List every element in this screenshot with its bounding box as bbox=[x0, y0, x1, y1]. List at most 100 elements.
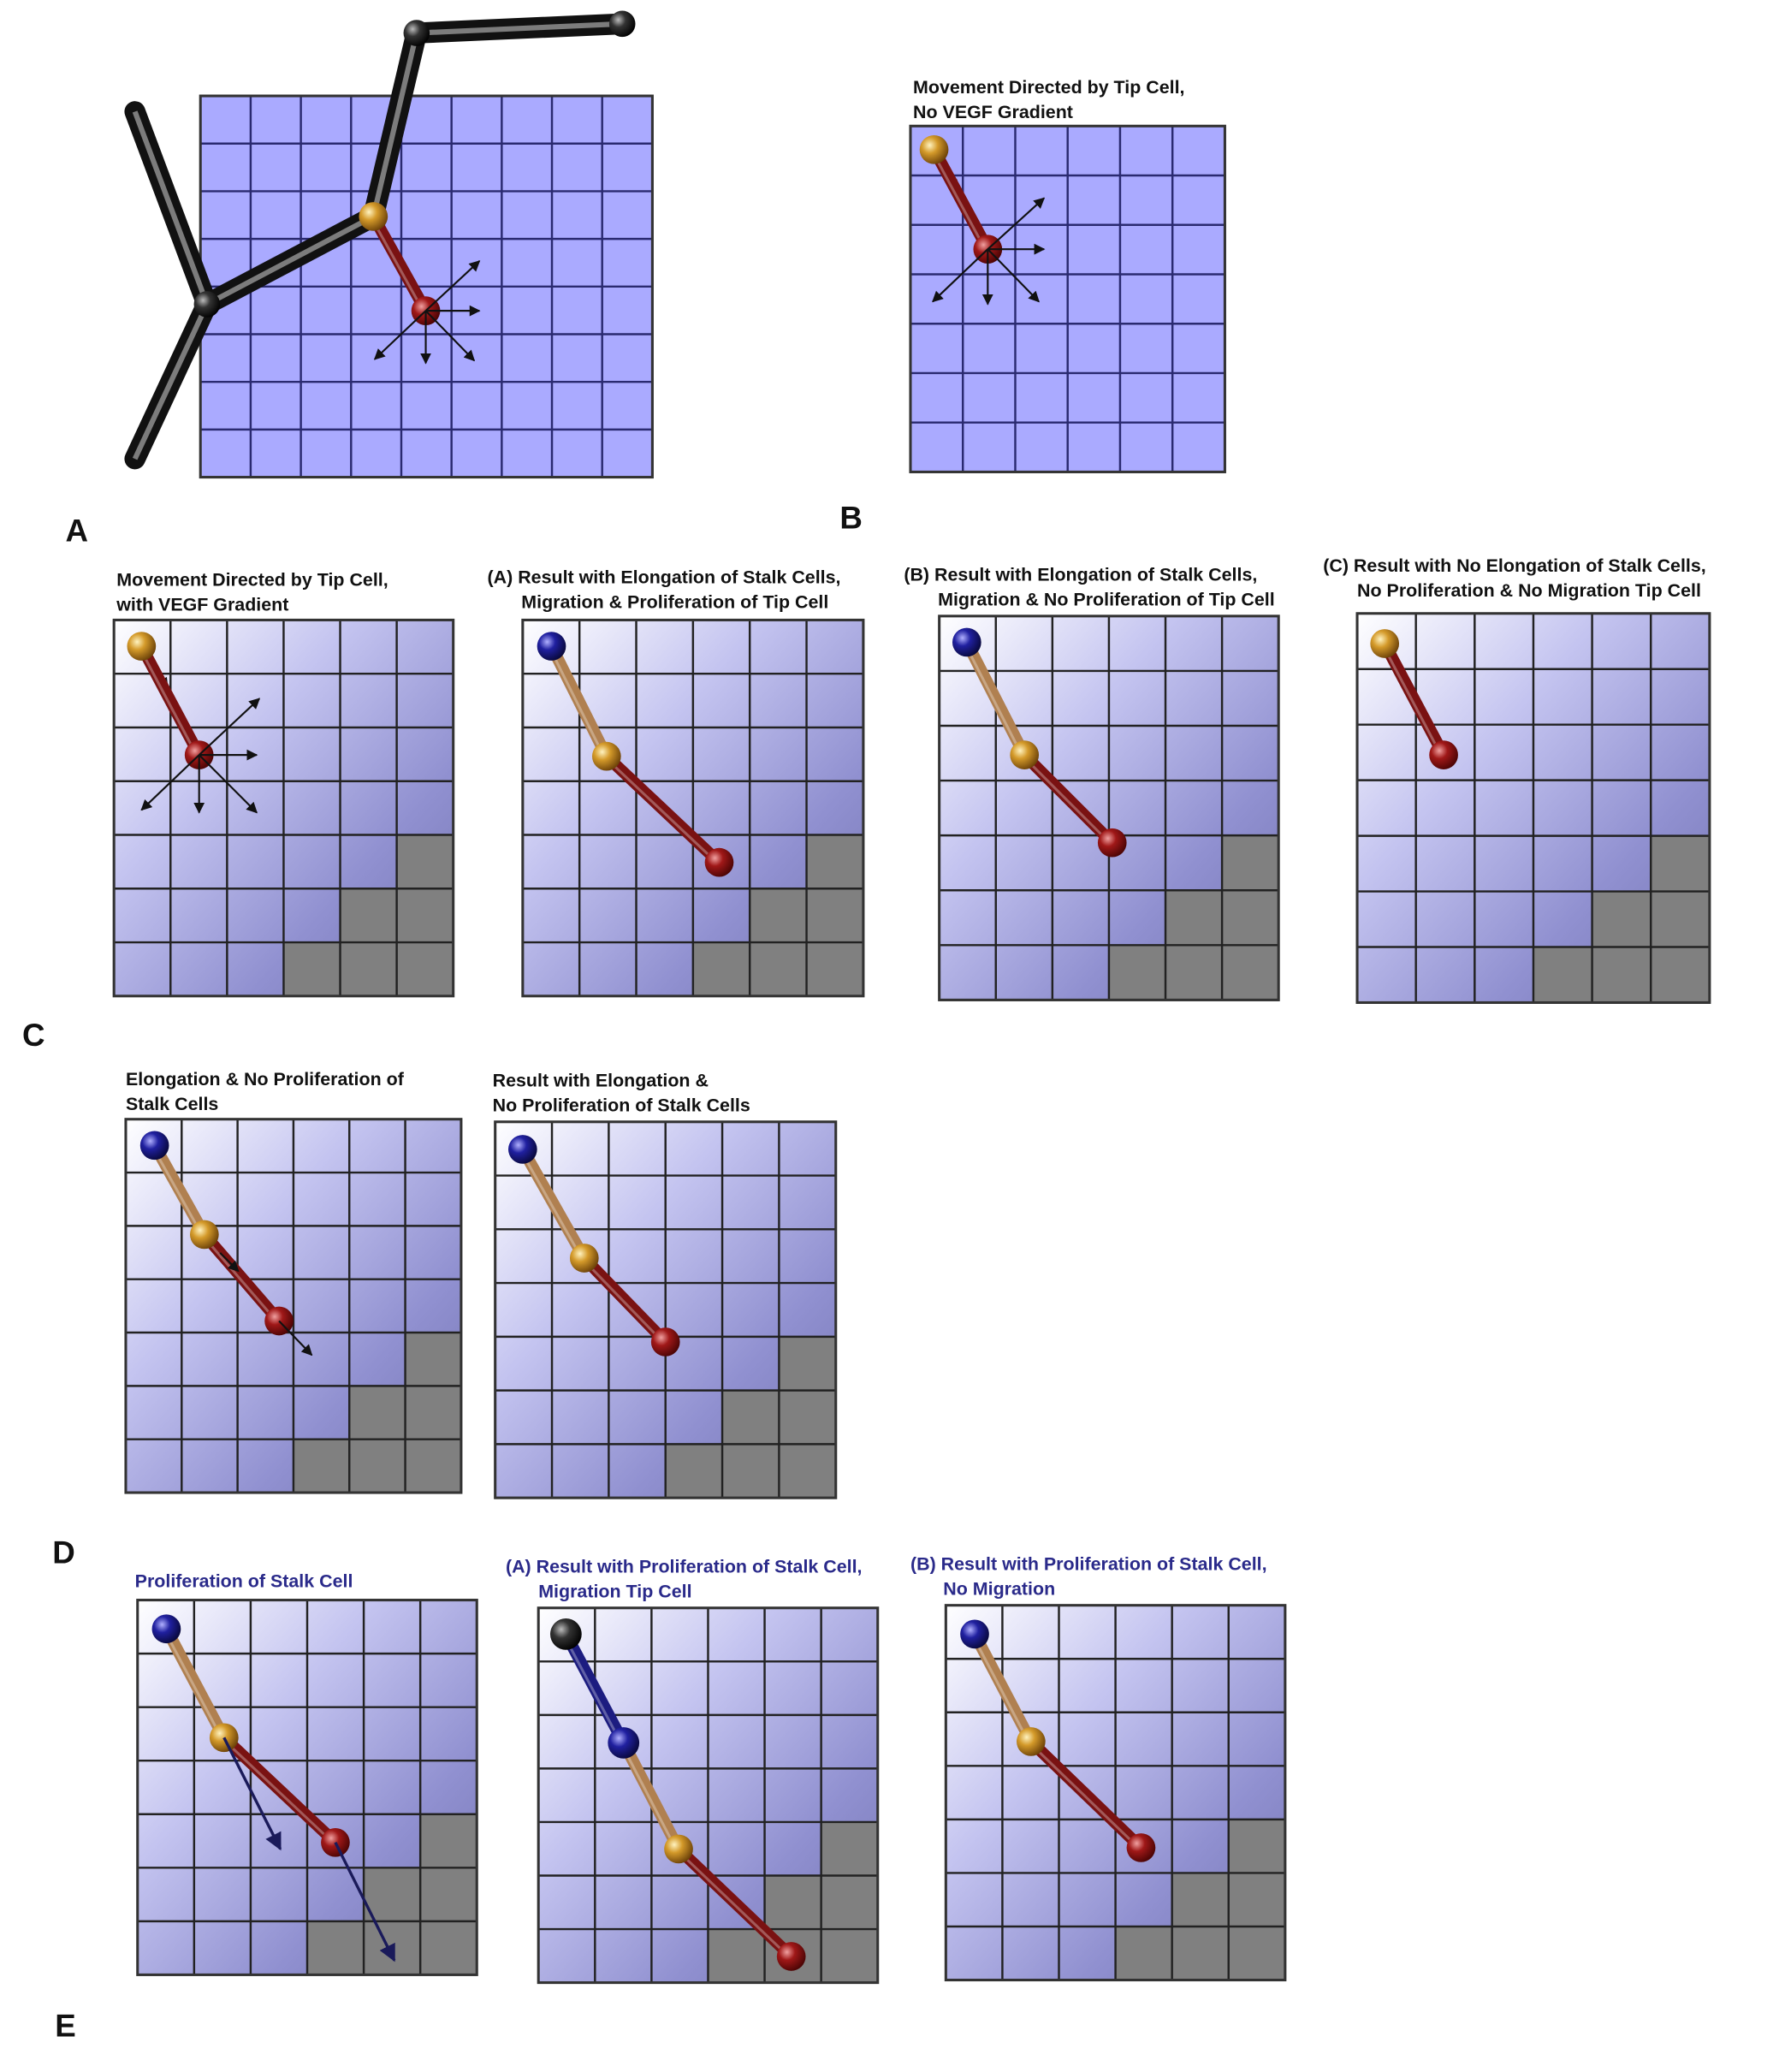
gold-cell bbox=[591, 741, 621, 771]
stalk bbox=[673, 1843, 798, 1962]
stalk bbox=[617, 1737, 685, 1855]
panel-title: Movement Directed by Tip Cell, bbox=[913, 77, 1184, 98]
blue-cell bbox=[508, 1135, 537, 1164]
grid-cell-gray bbox=[396, 888, 454, 943]
stalk bbox=[1379, 638, 1450, 762]
grid-cell-gray bbox=[1592, 891, 1652, 947]
grid-cell-gray bbox=[396, 942, 454, 996]
panel-title: (A) Result with Proliferation of Stalk C… bbox=[506, 1556, 863, 1576]
grid-cell-gray bbox=[1222, 890, 1279, 946]
grid-frame bbox=[909, 124, 1226, 473]
panel-label: E bbox=[55, 2008, 76, 2043]
stalk bbox=[578, 1252, 672, 1348]
grid-frame bbox=[136, 1599, 478, 1976]
grid-cell-gray bbox=[1171, 1873, 1229, 1927]
panel-label: C bbox=[22, 1018, 45, 1053]
grid-cell-gray bbox=[420, 1867, 477, 1921]
panel-title: Movement Directed by Tip Cell, bbox=[116, 570, 388, 591]
grid-cell-gray bbox=[1171, 1926, 1229, 1980]
stalk-highlight bbox=[930, 149, 987, 250]
stalk bbox=[600, 750, 726, 869]
gold-cell bbox=[189, 1220, 219, 1250]
panel-title: No Proliferation & No Migration Tip Cell bbox=[1357, 580, 1701, 601]
grid-cell-gray bbox=[1228, 1926, 1285, 1980]
panel-title: Stalk Cells bbox=[126, 1094, 218, 1114]
grid-cell-gray bbox=[420, 1921, 477, 1975]
grid-cell-gray bbox=[340, 888, 397, 943]
vessel-node bbox=[403, 20, 430, 46]
red-cell bbox=[704, 847, 734, 877]
grid-cell-gray bbox=[1222, 945, 1279, 1000]
panel-title: Result with Elongation & bbox=[493, 1070, 709, 1090]
grid-cell-gray bbox=[420, 1814, 477, 1868]
stalk bbox=[160, 1623, 230, 1744]
stalk bbox=[928, 143, 994, 256]
vessel bbox=[124, 294, 218, 470]
grid-cell-gray bbox=[1651, 891, 1710, 947]
red-cell bbox=[1097, 828, 1127, 858]
grid-frame bbox=[938, 614, 1280, 1001]
arrow bbox=[219, 1252, 240, 1273]
grid-cell-gray bbox=[708, 1929, 765, 1983]
arrow bbox=[140, 754, 200, 811]
arrow bbox=[373, 310, 427, 360]
stalk bbox=[1024, 1736, 1147, 1854]
grid-cell-gray bbox=[405, 1439, 461, 1493]
stalk-highlight bbox=[519, 1149, 584, 1259]
grid-cell-gray bbox=[779, 1390, 836, 1445]
panel-label: D bbox=[52, 1535, 75, 1570]
arrow bbox=[222, 1737, 282, 1851]
gold-cell bbox=[1017, 1727, 1046, 1756]
grid-cell-gray bbox=[806, 888, 863, 943]
stalk-highlight bbox=[970, 1633, 1030, 1742]
vessel-node bbox=[608, 10, 636, 38]
stalk bbox=[135, 640, 205, 762]
gold-cell bbox=[1010, 740, 1040, 769]
stalk-highlight bbox=[137, 645, 198, 756]
panel-title: No Proliferation of Stalk Cells bbox=[493, 1095, 750, 1116]
stalk-highlight bbox=[620, 1742, 678, 1850]
grid-cell-gray bbox=[665, 1444, 723, 1499]
panel-title: No VEGF Gradient bbox=[913, 102, 1073, 122]
grid-frame bbox=[944, 1604, 1287, 1982]
grid-cell-gray bbox=[821, 1821, 878, 1876]
grid-cell-gray bbox=[821, 1875, 878, 1930]
stalk-highlight bbox=[602, 755, 718, 864]
panel-title: (B) Result with Elongation of Stalk Cell… bbox=[904, 565, 1257, 585]
blue-cell bbox=[608, 1727, 640, 1759]
gold-cell bbox=[359, 202, 388, 231]
arrow bbox=[987, 197, 1046, 250]
grid-frame bbox=[112, 618, 455, 998]
grid-cell-gray bbox=[1533, 947, 1592, 1003]
panel-title: No Migration bbox=[943, 1578, 1055, 1599]
grid-frame bbox=[1355, 612, 1711, 1004]
grid-frame bbox=[124, 1118, 463, 1494]
grid-cell-gray bbox=[722, 1390, 780, 1445]
stalk-highlight bbox=[151, 1144, 204, 1236]
diagram: A B Movement Directed by Tip Cell, No VEGF … bbox=[22, 10, 1711, 2043]
stalk bbox=[960, 636, 1031, 762]
stalk-highlight bbox=[200, 1233, 278, 1322]
grid-cell-gray bbox=[1165, 890, 1223, 946]
grid-cell-gray bbox=[692, 942, 750, 996]
arrow bbox=[278, 1320, 313, 1357]
grid-cell-gray bbox=[1165, 945, 1223, 1000]
stalk-highlight bbox=[548, 645, 606, 757]
gold-cell bbox=[1370, 629, 1400, 658]
stalk-highlight bbox=[163, 1628, 223, 1739]
red-cell bbox=[776, 1942, 806, 1971]
stalk-highlight bbox=[561, 1633, 623, 1744]
grid-cell-gray bbox=[1108, 945, 1166, 1000]
panel-title: (A) Result with Elongation of Stalk Cell… bbox=[488, 567, 841, 588]
vessel-highlight bbox=[132, 303, 210, 460]
red-cell bbox=[1126, 1833, 1156, 1862]
grid-cell-gray bbox=[340, 942, 397, 996]
grid-cell-gray bbox=[1651, 835, 1710, 892]
grid-cell-gray bbox=[283, 942, 341, 996]
stalk bbox=[148, 1139, 211, 1241]
blue-cell bbox=[139, 1131, 169, 1161]
panel-label: B bbox=[839, 500, 863, 535]
stalk-highlight bbox=[674, 1848, 790, 1958]
grid-cell-gray bbox=[405, 1386, 461, 1440]
